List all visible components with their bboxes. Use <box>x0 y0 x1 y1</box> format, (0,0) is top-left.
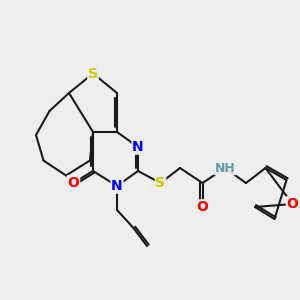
Text: S: S <box>88 67 98 80</box>
Text: S: S <box>155 176 166 190</box>
Text: N: N <box>111 179 123 193</box>
Text: O: O <box>196 200 208 214</box>
Text: N: N <box>132 140 144 154</box>
Text: NH: NH <box>214 161 236 175</box>
Text: O: O <box>68 176 80 190</box>
Text: O: O <box>286 197 298 211</box>
